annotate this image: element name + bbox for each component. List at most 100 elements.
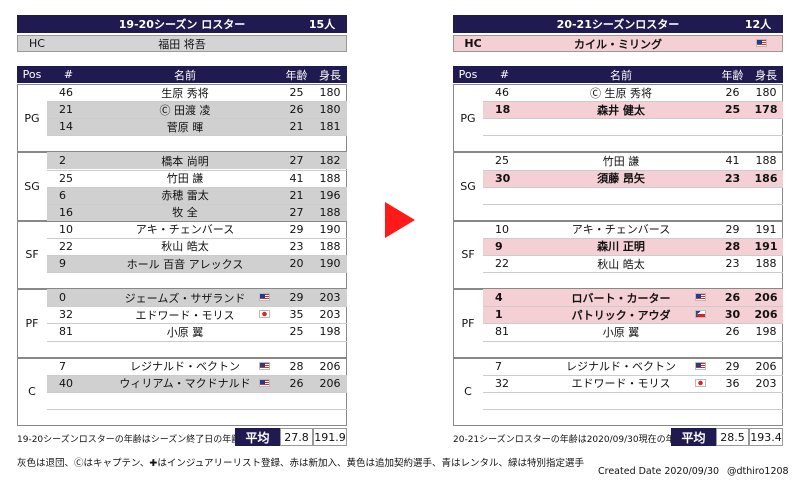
cell-age: 20	[289, 257, 304, 271]
row	[483, 135, 783, 152]
avg-label: 平均	[235, 428, 280, 446]
flag	[695, 293, 706, 302]
cell-height: 198	[319, 325, 341, 339]
cell-age: 23	[724, 171, 741, 185]
cell-height: 196	[319, 188, 341, 202]
cell-age: 29	[725, 222, 740, 236]
cell-no: 22	[59, 239, 73, 253]
flag	[259, 310, 270, 319]
column-header: #	[483, 66, 526, 83]
column-header: 身長	[749, 66, 783, 83]
cell-name: ロバート・カーター	[571, 291, 671, 305]
flag-box	[259, 289, 273, 306]
cell-name: 竹田 謙	[166, 172, 204, 186]
cell-name: アキ・チェンバース	[571, 223, 671, 237]
group	[453, 220, 783, 290]
cell-age: 30	[724, 308, 741, 322]
flag-box	[695, 306, 709, 323]
pos: SF	[25, 248, 39, 262]
flag	[259, 361, 270, 370]
pos: SG	[24, 180, 40, 194]
row	[483, 391, 783, 409]
cell-name: 菅原 暉	[166, 120, 204, 134]
cell-height: 182	[319, 154, 341, 168]
hc-label: HC	[464, 37, 482, 50]
cell-age: 21	[289, 120, 304, 134]
cell-age: 26	[289, 376, 304, 390]
cell-age: 35	[289, 308, 304, 322]
cell-name: 小原 翼	[602, 325, 640, 339]
cell-height: 198	[755, 325, 777, 339]
row	[47, 169, 347, 187]
cell-name: 赤穂 雷太	[161, 189, 209, 203]
cell-height: 206	[754, 291, 778, 305]
cell-age: 29	[289, 222, 304, 236]
cell-height: 180	[755, 86, 777, 100]
cell-height: 203	[319, 291, 341, 305]
row	[47, 323, 347, 340]
flag	[695, 378, 706, 387]
cell-no: 25	[59, 171, 73, 185]
row	[47, 306, 347, 323]
cell-name: 森井 健太	[597, 103, 645, 117]
cell-height: 180	[319, 103, 341, 117]
pos: SG	[460, 180, 476, 194]
cell-height: 188	[319, 171, 341, 185]
row	[483, 289, 783, 307]
cell-no: 1	[495, 308, 503, 322]
cell-age: 26	[725, 325, 740, 339]
cell-no: 81	[495, 325, 509, 339]
title-bar	[453, 15, 783, 33]
row	[483, 340, 783, 358]
cell-name: ウィリアム・マクドナルド	[119, 377, 251, 391]
row	[483, 101, 783, 119]
column-header: Pos	[453, 66, 483, 83]
pos: SF	[461, 248, 475, 262]
cell-name: パトリック・アウダ	[571, 308, 671, 322]
row	[47, 203, 347, 221]
cell-name: 小原 翼	[166, 325, 204, 339]
group	[453, 357, 783, 426]
pos: PG	[460, 111, 476, 125]
row	[47, 272, 347, 289]
avg-height: 193.4	[749, 428, 783, 446]
row	[483, 255, 783, 272]
note: 20-21シーズンロスターの年齢は2020/09/30現在の年齢	[453, 434, 684, 445]
cell-age: 23	[725, 257, 740, 271]
count: 15人	[308, 18, 336, 31]
column-header: #	[47, 66, 90, 83]
arrow	[385, 202, 415, 238]
cell-age: 25	[724, 103, 741, 117]
cell-no: 46	[495, 86, 509, 100]
cell-name: アキ・チェンバース	[135, 223, 235, 237]
cell-no: 40	[59, 376, 73, 390]
row	[47, 101, 347, 119]
cell-no: 7	[495, 359, 502, 373]
cell-age: 25	[289, 325, 304, 339]
row	[47, 289, 347, 307]
cell-name: 森川 正明	[597, 240, 645, 254]
row	[483, 169, 783, 187]
avg-age: 28.5	[716, 428, 749, 446]
cell-height: 203	[755, 376, 777, 390]
title: 19-20シーズン ロスター	[118, 18, 246, 31]
avg-height: 191.9	[313, 428, 347, 446]
cell-name: エドワード・モリス	[135, 308, 235, 322]
row	[47, 135, 347, 152]
cell-height: 206	[755, 359, 777, 373]
cell-name: 須藤 昂矢	[597, 172, 645, 186]
cell-no: 6	[59, 188, 66, 202]
flag	[259, 293, 270, 302]
cell-no: 21	[59, 103, 73, 117]
row	[47, 237, 347, 255]
cell-age: 36	[725, 376, 740, 390]
cell-no: 10	[59, 222, 73, 236]
cell-height: 206	[319, 376, 341, 390]
pos: C	[28, 385, 36, 399]
cell-name: ホール 百音 アレックス	[126, 257, 244, 271]
cell-height: 188	[755, 257, 777, 271]
group	[17, 357, 347, 426]
cell-name: 橋本 尚明	[161, 154, 209, 168]
cell-height: 188	[319, 205, 341, 219]
cell-no: 46	[59, 86, 73, 100]
